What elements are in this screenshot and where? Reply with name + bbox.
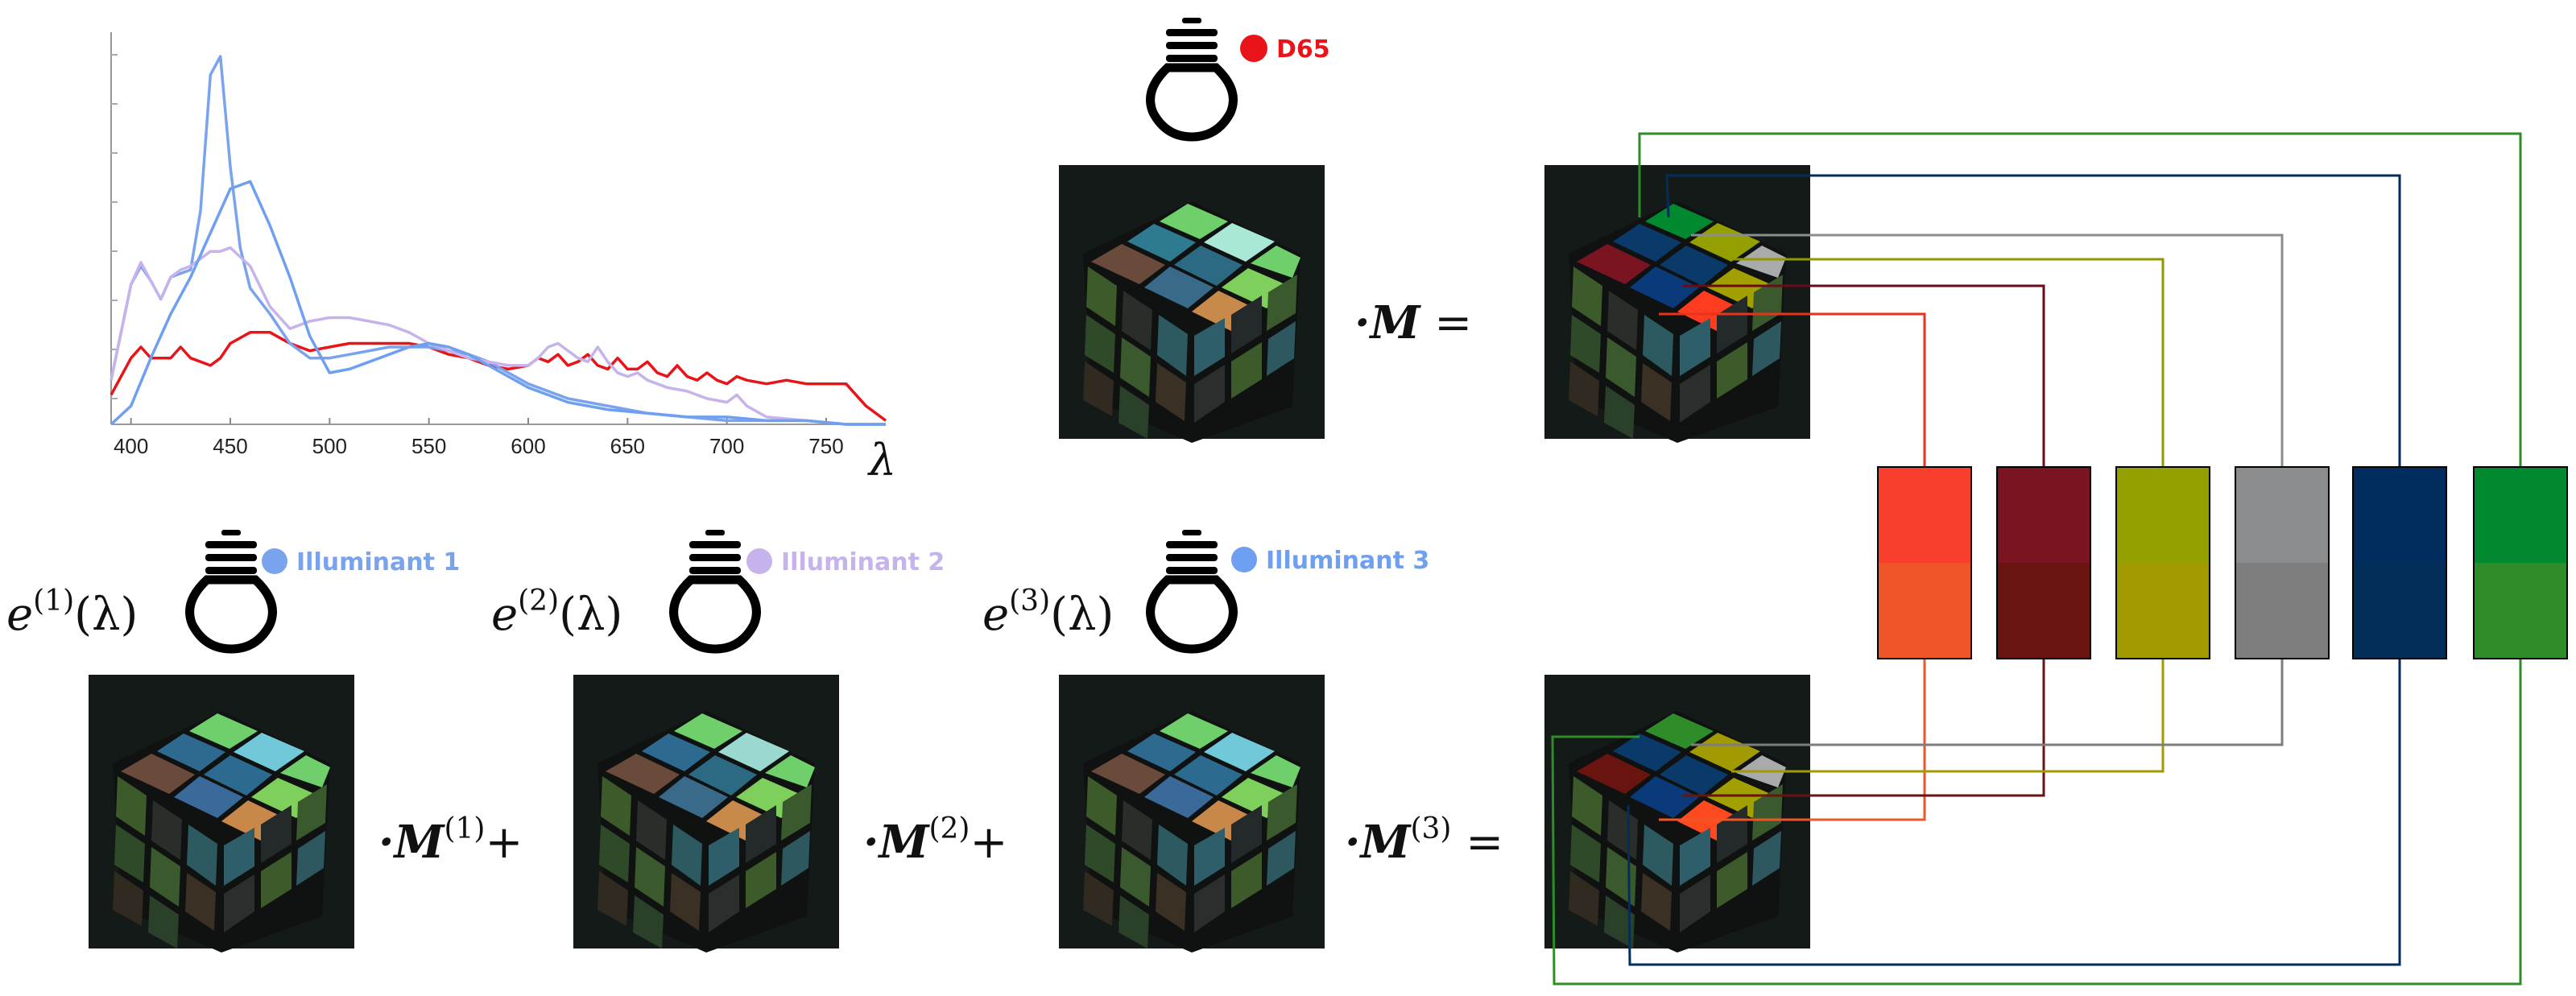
patch-1-bottom — [1878, 563, 1971, 659]
patch-5-top — [2353, 467, 2446, 563]
x-tick-label: 700 — [709, 434, 744, 458]
connector-green-top — [1638, 132, 2522, 467]
patch-3-top — [2116, 467, 2210, 563]
connector-olive-top — [1731, 258, 2165, 467]
d65-legend-dot — [1240, 35, 1267, 62]
illuminant-1-label: Illuminant 1 — [296, 548, 460, 577]
x-tick-label: 600 — [511, 434, 545, 458]
spectrum-line-2 — [110, 55, 886, 426]
spectrum-line-4 — [110, 180, 886, 426]
connector-red-top — [1659, 312, 1926, 467]
d65-label: D65 — [1276, 35, 1330, 64]
spectrum-line-3 — [110, 246, 886, 426]
connector-navy-bottom — [1627, 659, 2401, 966]
patch-2-top — [1997, 467, 2090, 563]
illuminant-2-lightbulb-icon — [669, 530, 761, 654]
x-tick-label: 650 — [610, 434, 645, 458]
illuminant-3-label: Illuminant 3 — [1266, 547, 1429, 575]
patch-4-border — [2235, 466, 2330, 659]
color-patches — [1877, 466, 2568, 659]
connector-gray-bottom — [1691, 659, 2284, 746]
x-tick-label: 400 — [114, 434, 148, 458]
patch-6-top — [2474, 467, 2567, 563]
x-tick-label: 450 — [213, 434, 247, 458]
connector-lines — [1551, 132, 2522, 986]
patch-1-border — [1877, 466, 1972, 659]
patch-6-border — [2473, 466, 2568, 659]
operator-top: ·M = — [1354, 296, 1472, 349]
spectrum-line-1 — [110, 331, 887, 422]
illuminant-2-dot — [746, 548, 772, 574]
patch-4-bottom — [2235, 563, 2329, 659]
emission-1-label: e(1)(λ) — [6, 585, 138, 641]
x-axis-label: λ — [867, 435, 896, 486]
connector-olive-bottom — [1731, 659, 2165, 773]
patch-6-bottom — [2474, 563, 2567, 659]
x-tick-label: 500 — [312, 434, 347, 458]
patch-5-bottom — [2353, 563, 2446, 659]
cube-image-2 — [573, 675, 839, 953]
operator-m1: ·M(1)+ — [378, 812, 523, 869]
patch-2-border — [1996, 466, 2091, 659]
illuminant-2-label: Illuminant 2 — [781, 548, 945, 577]
operator-m3: ·M(3) = — [1345, 812, 1503, 869]
patch-5-border — [2352, 466, 2447, 659]
cube-image-d65 — [1059, 165, 1325, 443]
cube-image-target-top — [1544, 165, 1810, 443]
connector-maroon-bottom — [1683, 659, 2045, 797]
illuminant-3-dot — [1231, 547, 1257, 572]
illuminant-1-lightbulb-icon — [185, 530, 277, 654]
emission-3-label: e(3)(λ) — [982, 585, 1114, 641]
illuminant-3-lightbulb-icon — [1146, 530, 1238, 654]
cube-image-target-bottom — [1544, 675, 1810, 953]
patch-3-border — [2115, 466, 2210, 659]
connector-red-bottom — [1659, 659, 1926, 821]
cube-image-3 — [1059, 675, 1325, 953]
patch-1-top — [1878, 467, 1971, 563]
d65-lightbulb-icon — [1146, 18, 1238, 142]
x-tick-label: 750 — [808, 434, 843, 458]
x-tick-label: 550 — [411, 434, 446, 458]
connector-navy-top — [1665, 174, 2401, 467]
connector-gray-top — [1691, 234, 2284, 467]
illuminant-1-dot — [262, 548, 287, 574]
cube-image-1 — [89, 675, 354, 953]
connector-green-bottom — [1551, 659, 2522, 986]
patch-2-bottom — [1997, 563, 2090, 659]
emission-2-label: e(2)(λ) — [491, 585, 622, 641]
spectra-chart: 400 450 500 550 600 650 700 750 λ — [110, 32, 896, 486]
patch-3-bottom — [2116, 563, 2210, 659]
patch-4-top — [2235, 467, 2329, 563]
connector-maroon-top — [1683, 284, 2045, 467]
operator-m2: ·M(2)+ — [863, 812, 1007, 869]
